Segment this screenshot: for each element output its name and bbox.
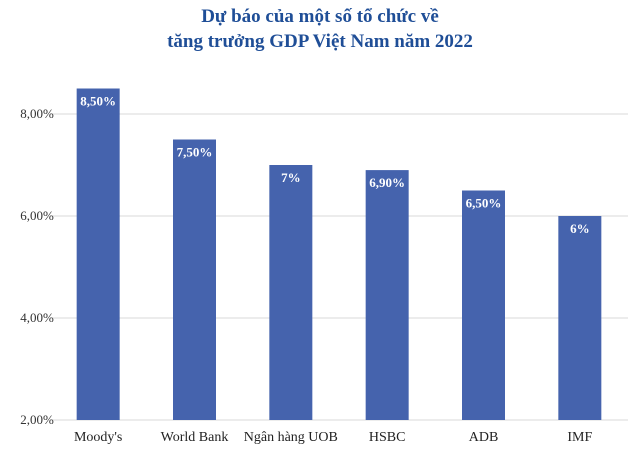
chart-title: Dự báo của một số tổ chức về tăng trưởng… — [167, 6, 473, 52]
data-label: 6,90% — [369, 175, 405, 190]
x-category-label: World Bank — [161, 430, 229, 445]
bar — [173, 139, 216, 420]
data-label: 8,50% — [80, 94, 116, 109]
x-category-label: Moody's — [74, 430, 122, 445]
chart-title-line-2: tăng trưởng GDP Việt Nam năm 2022 — [167, 31, 473, 52]
x-axis-category-labels: Moody's World Bank Ngân hàng UOB HSBC ADB IMF — [74, 430, 593, 445]
gridlines — [50, 113, 628, 421]
x-category-label: IMF — [567, 430, 592, 445]
x-category-label: HSBC — [369, 430, 406, 445]
bars — [76, 88, 602, 420]
bar — [269, 165, 313, 420]
bar — [76, 88, 120, 420]
x-category-label: ADB — [469, 430, 499, 445]
data-label: 6,50% — [466, 196, 502, 211]
bar — [365, 170, 409, 420]
y-tick-label: 4,00% — [20, 310, 54, 325]
chart-title-line-1: Dự báo của một số tổ chức về — [201, 6, 439, 27]
data-label: 7% — [281, 170, 301, 185]
x-category-label: Ngân hàng UOB — [244, 430, 338, 445]
data-label: 7,50% — [177, 145, 213, 160]
data-label: 6% — [570, 221, 590, 236]
bar — [558, 216, 602, 420]
y-axis-tick-labels: 2,00% 4,00% 6,00% 8,00% — [20, 106, 54, 427]
bar — [462, 190, 505, 420]
y-tick-label: 6,00% — [20, 208, 54, 223]
y-tick-label: 8,00% — [20, 106, 54, 121]
y-tick-label: 2,00% — [20, 412, 54, 427]
data-labels: 8,50% 7,50% 7% 6,90% 6,50% 6% — [80, 94, 589, 237]
